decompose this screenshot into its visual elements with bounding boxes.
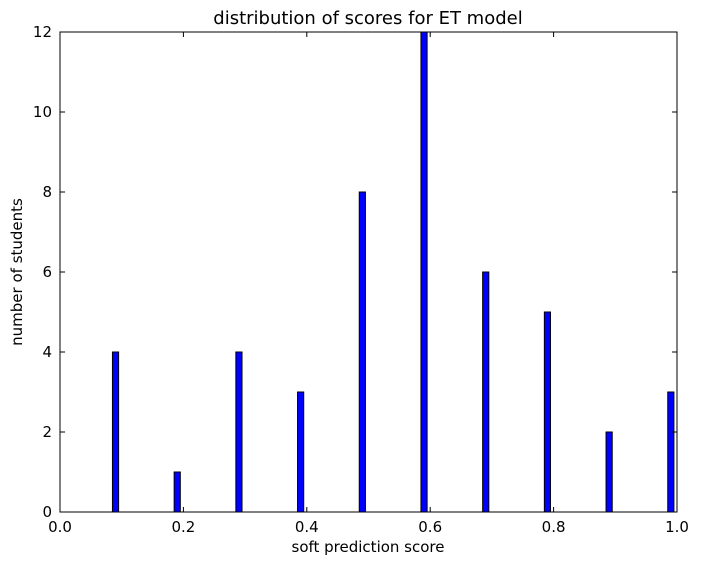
- bar-8: [605, 431, 613, 513]
- x-tick-label-3: 0.6: [418, 518, 442, 536]
- y-tick-label-0: 0: [42, 503, 52, 521]
- x-axis-label: soft prediction score: [292, 538, 445, 556]
- y-tick-label-2: 4: [42, 343, 52, 361]
- bar-6: [482, 271, 490, 513]
- x-tick-label-0: 0.0: [48, 518, 72, 536]
- bar-4: [358, 191, 366, 513]
- x-tick-label-1: 0.2: [171, 518, 195, 536]
- bar-2: [235, 351, 243, 513]
- x-tick-label-4: 0.8: [542, 518, 566, 536]
- x-tick-label-2: 0.4: [295, 518, 319, 536]
- y-axis-label: number of students: [8, 198, 26, 346]
- x-tick-label-5: 1.0: [665, 518, 689, 536]
- bar-9: [667, 391, 675, 513]
- bar-7: [543, 311, 552, 513]
- plot-frame: [59, 31, 678, 513]
- y-tick-label-6: 12: [33, 23, 52, 41]
- bar-5: [420, 31, 428, 513]
- y-tick-label-5: 10: [33, 103, 52, 121]
- y-tick-label-3: 6: [42, 263, 52, 281]
- y-tick-label-1: 2: [42, 423, 52, 441]
- y-tick-label-4: 8: [42, 183, 52, 201]
- bar-1: [173, 471, 181, 513]
- bars-group: [111, 31, 675, 513]
- bar-0: [111, 351, 120, 513]
- bar-3: [297, 391, 305, 513]
- chart-title: distribution of scores for ET model: [213, 8, 522, 29]
